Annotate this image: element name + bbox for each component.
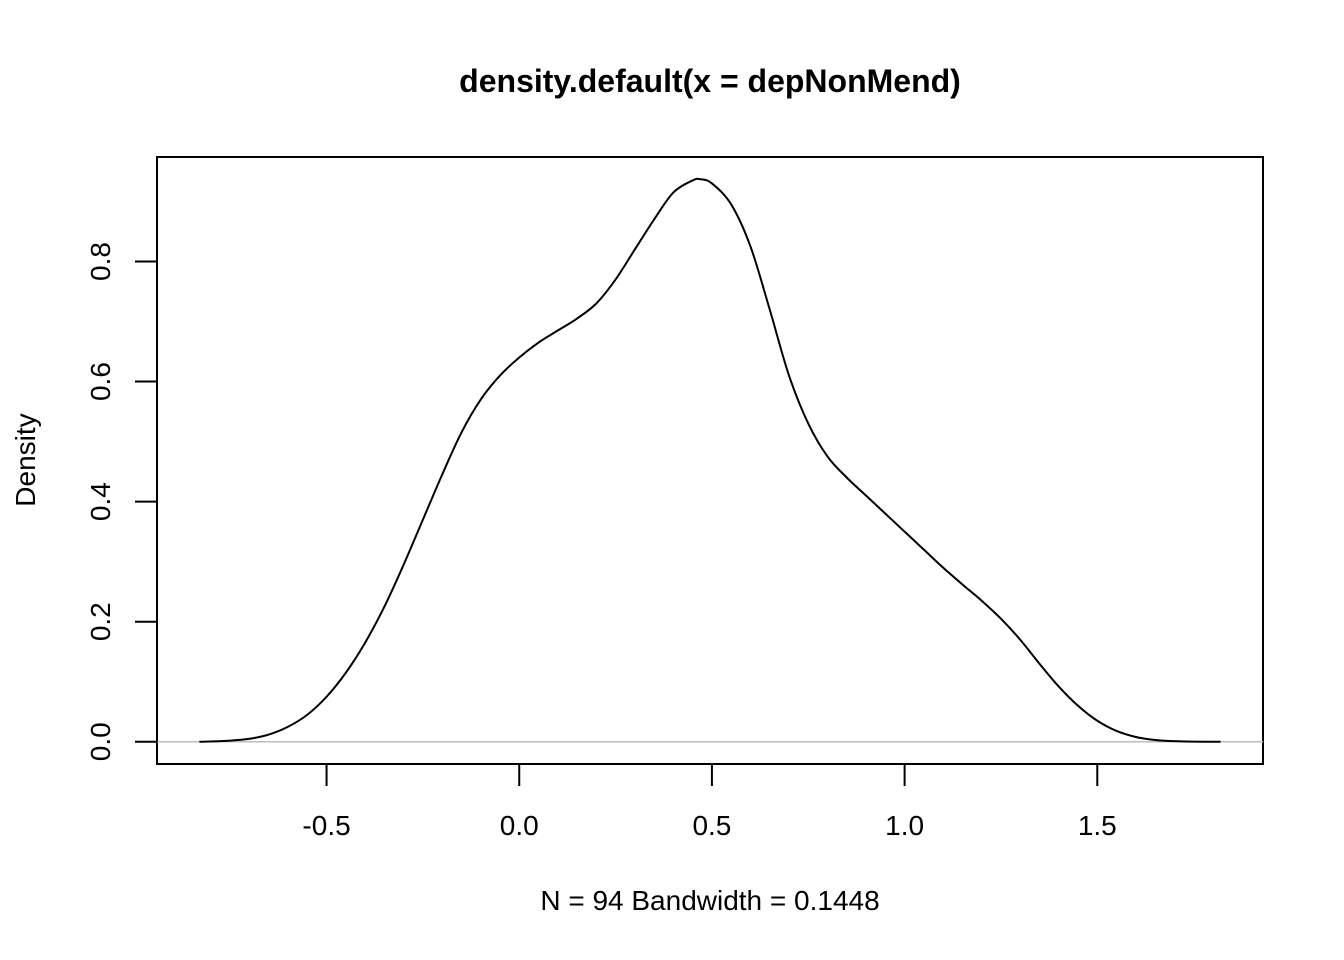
y-tick-label: 0.0 xyxy=(85,722,116,761)
x-tick-label: 1.5 xyxy=(1078,810,1117,841)
x-axis: -0.5 0.0 0.5 1.0 1.5 xyxy=(302,763,1117,841)
y-axis-label: Density xyxy=(10,413,41,506)
y-tick-label: 0.8 xyxy=(85,242,116,281)
x-axis-label: N = 94 Bandwidth = 0.1448 xyxy=(540,885,879,916)
plot-frame xyxy=(156,156,1264,765)
y-tick-label: 0.6 xyxy=(85,362,116,401)
chart-title: density.default(x = depNonMend) xyxy=(459,63,961,99)
x-tick-label: 1.0 xyxy=(885,810,924,841)
y-axis: 0.0 0.2 0.4 0.6 0.8 xyxy=(85,242,158,761)
x-tick-label: -0.5 xyxy=(302,810,350,841)
y-tick-label: 0.4 xyxy=(85,482,116,521)
x-tick-label: 0.0 xyxy=(500,810,539,841)
density-curve xyxy=(199,177,1221,743)
x-tick-label: 0.5 xyxy=(692,810,731,841)
y-tick-label: 0.2 xyxy=(85,602,116,641)
